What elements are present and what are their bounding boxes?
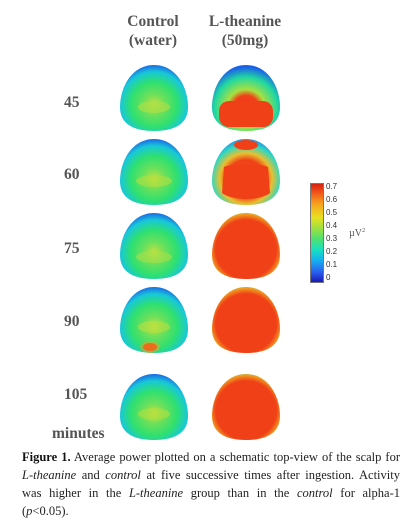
time-unit-label: minutes <box>52 425 105 442</box>
colorbar-tick: 0.3 <box>326 234 338 243</box>
caption-text: for alpha-1 ( <box>22 486 400 518</box>
scalp-map-control-105 <box>120 374 188 440</box>
caption-term: control <box>105 468 141 482</box>
figure-caption: Figure 1. Average power plotted on a sch… <box>22 448 400 520</box>
colorbar-unit: µV2 <box>349 227 365 239</box>
scalp-map-control-90 <box>120 287 188 353</box>
time-label-75: 75 <box>64 240 80 257</box>
colorbar-unit-exponent: 2 <box>361 227 366 234</box>
caption-text: <0.05). <box>32 504 69 518</box>
time-label-60: 60 <box>64 166 80 183</box>
caption-text: and <box>76 468 106 482</box>
header-theanine: L-theanine (50mg) <box>190 12 300 50</box>
caption-term: p <box>26 504 33 518</box>
scalp-map-theanine-75 <box>212 213 280 279</box>
caption-text: at five successive times after ingestion… <box>22 468 400 500</box>
caption-term: control <box>297 486 333 500</box>
scalp-map-theanine-60 <box>212 139 280 205</box>
caption-text: Average power plotted on a schematic top… <box>70 450 400 464</box>
header-control-line1: Control <box>127 13 179 30</box>
scalp-map-control-75 <box>120 213 188 279</box>
scalp-map-control-60 <box>120 139 188 205</box>
scalp-map-theanine-105 <box>212 374 280 440</box>
caption-term: L-theanine <box>128 486 184 500</box>
colorbar-tick: 0.1 <box>326 260 338 269</box>
header-control-line2: (water) <box>128 32 178 49</box>
scalp-map-theanine-45 <box>212 65 280 131</box>
header-theanine-line1: L-theanine <box>208 13 282 30</box>
colorbar-tick: 0.6 <box>326 195 338 204</box>
colorbar-tick: 0.4 <box>326 221 338 230</box>
scalp-map-theanine-90 <box>212 287 280 353</box>
header-theanine-line2: (50mg) <box>221 32 269 49</box>
time-label-105: 105 <box>64 386 88 403</box>
colorbar-unit-base: µV <box>349 228 362 239</box>
header-control: Control (water) <box>98 12 208 50</box>
time-label-45: 45 <box>64 94 80 111</box>
colorbar-tick: 0.5 <box>326 208 338 217</box>
colorbar-tick: 0.2 <box>326 247 338 256</box>
caption-label: Figure 1. <box>22 450 71 464</box>
colorbar <box>310 183 324 283</box>
colorbar-tick: 0 <box>326 273 331 282</box>
caption-term: L-theanine <box>22 468 77 482</box>
caption-text: group than in the <box>183 486 297 500</box>
scalp-map-control-45 <box>120 65 188 131</box>
time-label-90: 90 <box>64 313 80 330</box>
colorbar-tick: 0.7 <box>326 182 338 191</box>
